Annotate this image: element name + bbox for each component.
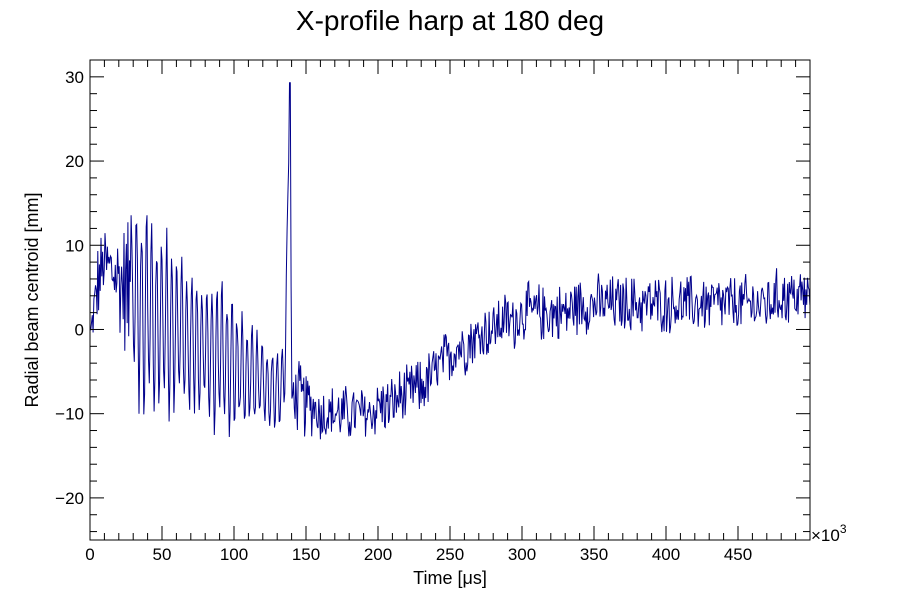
x-tick-label: 150: [292, 545, 320, 564]
x-tick-label: 200: [364, 545, 392, 564]
data-series-line: [90, 82, 811, 440]
x-tick-label: 400: [652, 545, 680, 564]
x-axis-tick-labels: 0 50 100 150 200 250 300 350 400 450: [85, 545, 752, 564]
x-tick-label: 350: [580, 545, 608, 564]
y-tick-label: 20: [65, 152, 84, 171]
x-multiplier-exponent: 3: [840, 522, 847, 536]
x-axis-title: Time [μs]: [413, 568, 487, 588]
x-tick-label: 450: [724, 545, 752, 564]
x-tick-label: 0: [85, 545, 94, 564]
y-tick-label: 10: [65, 236, 84, 255]
x-tick-label: 250: [436, 545, 464, 564]
x-axis-ticks: [89, 60, 811, 540]
y-axis-tick-labels: −20 −10 0 10 20 30: [55, 68, 84, 508]
y-tick-label: −20: [55, 489, 84, 508]
x-multiplier-label: ×103: [811, 522, 847, 545]
y-tick-label: 0: [75, 320, 84, 339]
x-tick-label: 50: [153, 545, 172, 564]
plot-area: [90, 82, 811, 440]
y-tick-label: 30: [65, 68, 84, 87]
y-axis-ticks: [90, 59, 810, 533]
y-axis-title: Radial beam centroid [mm]: [22, 192, 42, 407]
x-tick-label: 100: [220, 545, 248, 564]
y-tick-label: −10: [55, 405, 84, 424]
chart-title: X-profile harp at 180 deg: [296, 5, 604, 36]
x-tick-label: 300: [508, 545, 536, 564]
